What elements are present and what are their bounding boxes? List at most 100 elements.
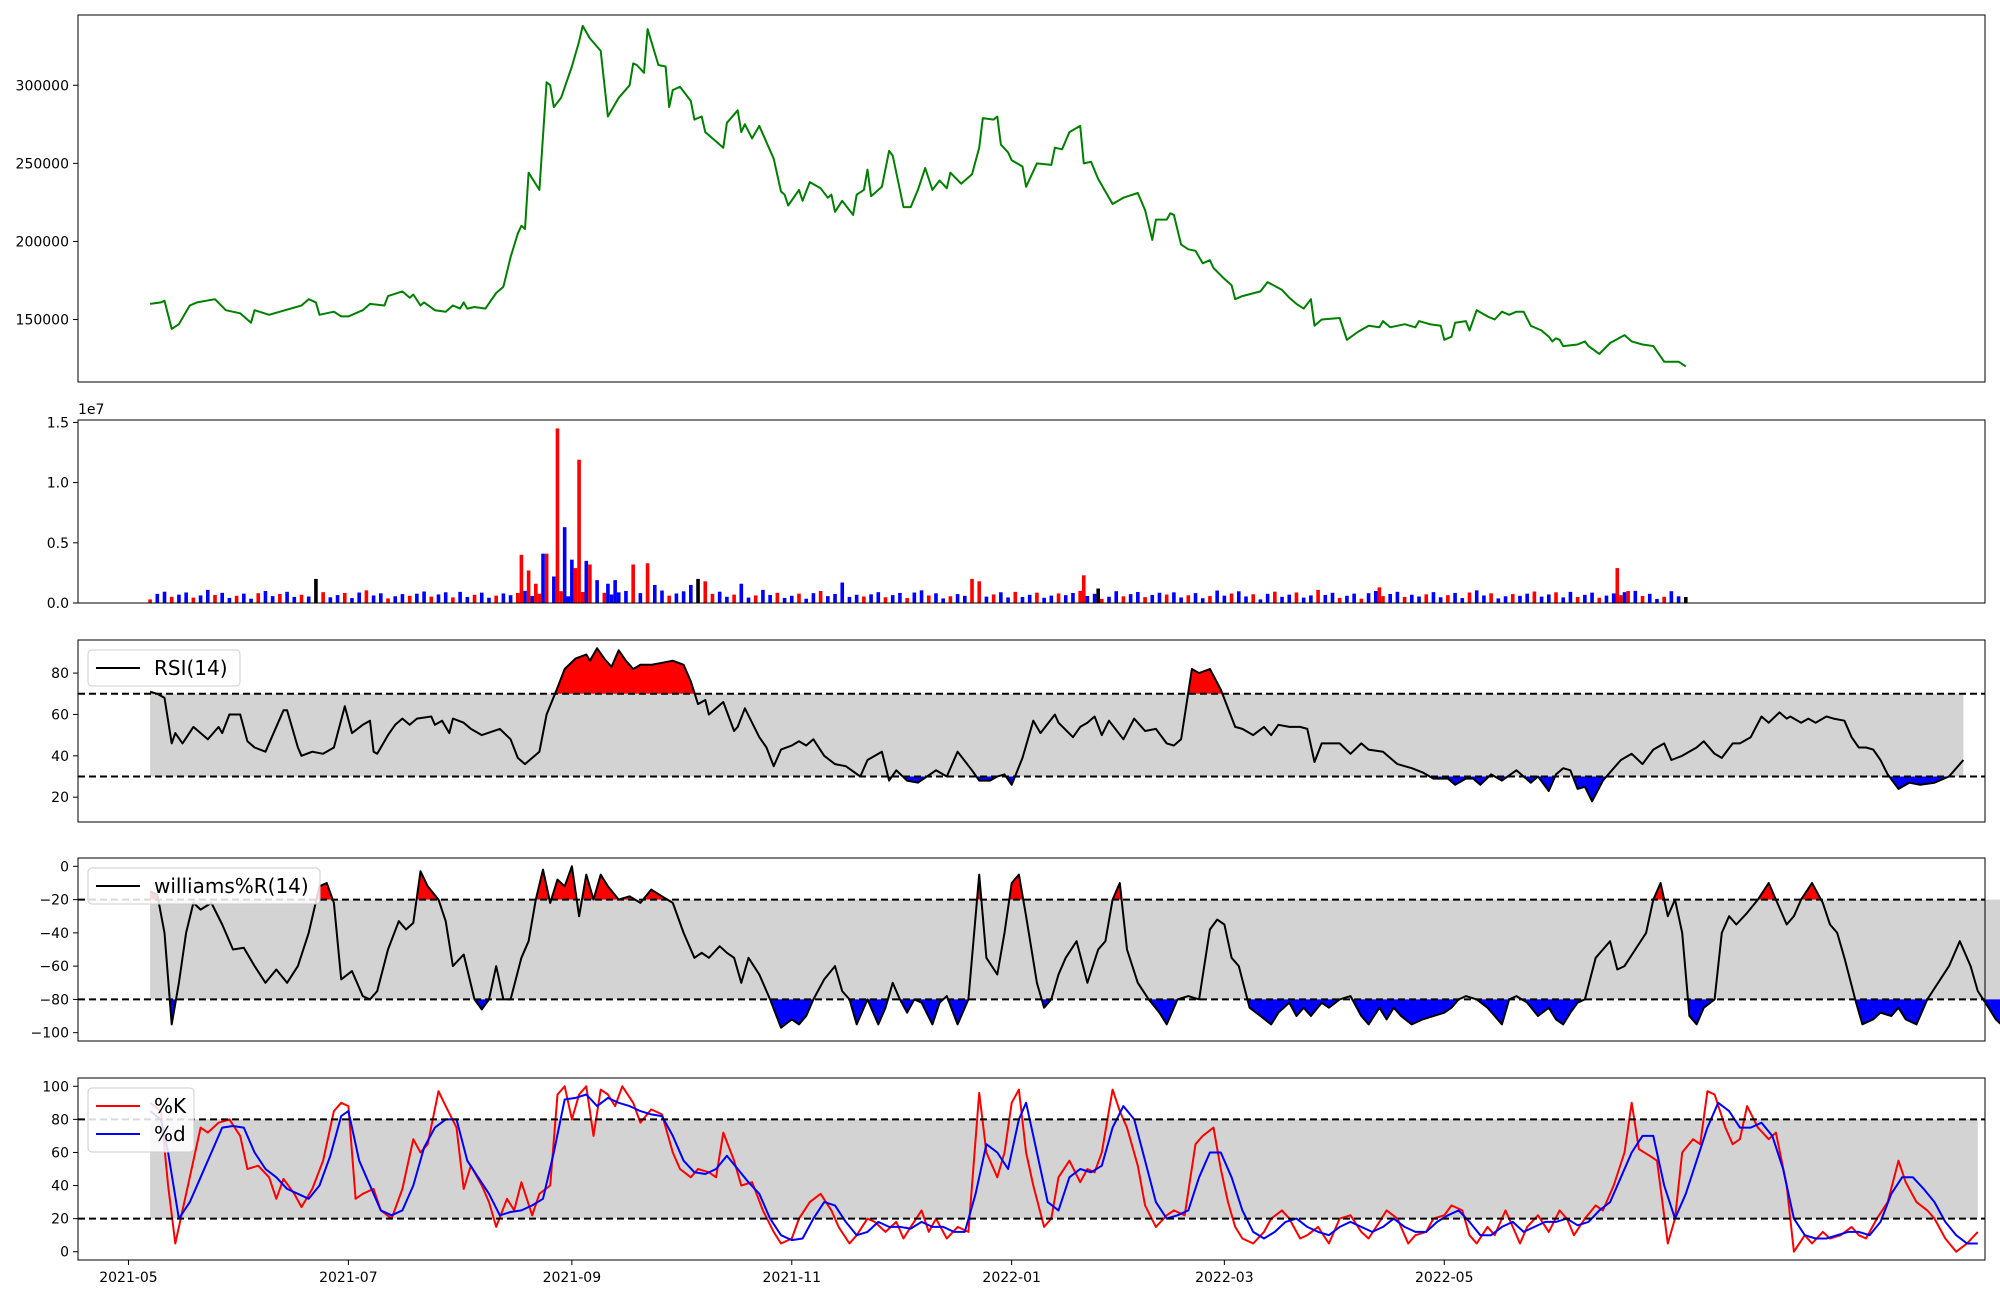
volume-bar — [818, 591, 823, 603]
stochastic-frame — [77, 1077, 1986, 1261]
volume-bar — [789, 595, 794, 603]
williams-legend-box — [87, 867, 321, 905]
volume-bar — [1482, 595, 1486, 603]
rsi-oversold-fill — [1523, 776, 1538, 783]
volume-bar — [429, 596, 434, 603]
williams-oversold-fill — [1476, 999, 1510, 1025]
volume-bar — [948, 596, 953, 603]
price-ytick-label: 150000 — [16, 313, 69, 329]
volume-bar — [1092, 593, 1097, 603]
volume-bar — [912, 592, 917, 603]
volume-bar — [1503, 596, 1508, 603]
volume-bar — [1597, 597, 1602, 603]
volume-bar — [768, 594, 772, 603]
volume-bar — [177, 594, 181, 603]
volume-bar — [1474, 590, 1479, 603]
williams-overbought-fill — [1757, 883, 1776, 900]
volume-bar — [472, 594, 477, 603]
date-tick-label: 2021-05 — [99, 1270, 158, 1286]
volume-bar — [415, 593, 419, 603]
volume-bar — [1622, 592, 1627, 603]
rsi-line-0 — [149, 647, 1965, 803]
volume-bar — [494, 595, 498, 603]
volume-bar — [1078, 590, 1082, 603]
volume-bar — [869, 594, 873, 603]
volume-bar — [1453, 592, 1457, 603]
volume-bar — [890, 595, 895, 603]
volume-bar — [1388, 593, 1392, 603]
volume-bar — [321, 592, 325, 603]
volume-bar — [342, 592, 347, 603]
volume-bar — [1417, 596, 1421, 603]
volume-bar — [487, 597, 491, 603]
volume-bar — [562, 527, 567, 603]
price-panel: 150000 200000 250000 300000 — [16, 14, 1986, 383]
volume-bar — [775, 592, 780, 603]
volume-bar — [501, 593, 506, 603]
volume-bar — [1604, 595, 1609, 603]
volume-bar — [1615, 568, 1620, 603]
volume-bar — [1640, 595, 1645, 603]
williams-panel: −100 −80 −60 −40 −20 0 williams%R(14) — [31, 857, 2000, 1042]
volume-bar — [919, 590, 924, 603]
volume-bar — [148, 599, 152, 603]
volume-bar — [1633, 590, 1638, 603]
volume-bar — [1056, 593, 1061, 603]
williams-oversold-fill — [770, 999, 814, 1028]
volume-bar — [1063, 595, 1068, 603]
volume-bar — [1301, 597, 1306, 603]
volume-bar — [1085, 595, 1090, 603]
rsi-legend-box — [87, 649, 241, 687]
rsi-overbought-fill — [555, 648, 695, 694]
volume-bar — [555, 428, 560, 603]
stochastic-legend: %K %d — [87, 1087, 195, 1153]
volume-bar — [357, 592, 361, 603]
volume-bar — [371, 595, 376, 603]
rsi-panel: 20 40 60 80 RSI(14) — [51, 639, 1986, 823]
volume-bar — [984, 596, 989, 603]
volume-bar — [379, 593, 383, 603]
volume-bar — [1114, 591, 1119, 603]
volume-bar — [1676, 596, 1681, 603]
volume-bar — [169, 596, 174, 603]
volume-bar — [570, 559, 574, 603]
volume-bar — [1193, 593, 1198, 603]
volume-bar — [1020, 596, 1025, 603]
williams-oversold-fill — [914, 999, 944, 1025]
volume-bar — [1107, 596, 1111, 603]
volume-bar — [1575, 596, 1580, 603]
volume-bar — [155, 593, 160, 603]
williams-overbought-fill — [535, 869, 550, 900]
volume-bar — [1143, 597, 1147, 603]
volume-bar — [1096, 588, 1100, 603]
volume-bar — [1431, 592, 1436, 603]
volume-bar — [761, 589, 765, 603]
volume-bar — [1352, 593, 1356, 603]
volume-bar — [1150, 594, 1155, 603]
date-axis: 2021-05 2021-07 2021-09 2021-11 2022-01 2022-… — [99, 1260, 1474, 1286]
williams-neutral-band — [150, 899, 2000, 1000]
volume-bar — [847, 596, 852, 603]
volume-bar — [580, 591, 585, 603]
volume-bar — [1539, 596, 1544, 603]
volume-bar — [479, 592, 484, 603]
volume-bar — [577, 459, 581, 603]
date-tick-label: 2022-05 — [1415, 1270, 1474, 1286]
price-frame — [77, 14, 1986, 383]
volume-bar — [220, 592, 224, 603]
volume-bar — [955, 594, 960, 603]
volume-bar — [1345, 595, 1349, 603]
williams-legend-label: williams%R(14) — [154, 874, 309, 898]
stochastic-line-1 — [149, 1093, 1978, 1245]
volume-bar — [854, 594, 859, 603]
volume-bar — [1568, 591, 1573, 603]
volume-bar — [393, 596, 398, 603]
volume-bar — [184, 592, 188, 603]
volume-bar — [523, 590, 527, 603]
volume-bar — [1489, 593, 1493, 603]
volume-bar — [1626, 590, 1630, 603]
volume-bar — [689, 584, 693, 603]
volume-bar — [638, 593, 643, 603]
volume-bar — [256, 593, 261, 603]
volume-bar — [941, 598, 945, 603]
